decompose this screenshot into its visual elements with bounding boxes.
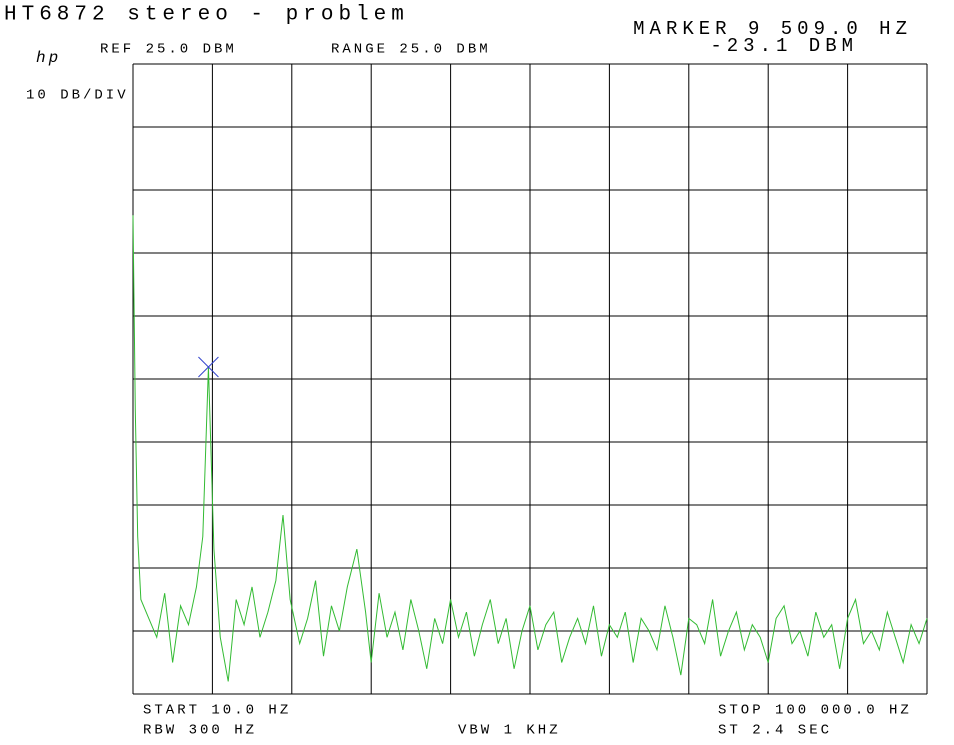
stop-freq: STOP 100 000.0 HZ	[718, 703, 912, 719]
chart-title: HT6872 stereo - problem	[4, 4, 409, 27]
range: RANGE 25.0 DBM	[331, 42, 491, 58]
ref-level: REF 25.0 DBM	[100, 42, 237, 58]
marker-value: -23.1 DBM	[710, 35, 858, 57]
vbw: VBW 1 KHZ	[458, 723, 561, 739]
rbw: RBW 300 HZ	[143, 723, 257, 739]
scale: 10 DB/DIV	[26, 88, 129, 104]
logo: hp	[36, 49, 61, 67]
marker	[198, 356, 219, 378]
start-freq: START 10.0 HZ	[143, 703, 291, 719]
trace-line	[132, 215, 928, 682]
marker-label: MARKER 9 509.0 HZ	[633, 18, 912, 40]
sweep-time: ST 2.4 SEC	[718, 723, 832, 739]
